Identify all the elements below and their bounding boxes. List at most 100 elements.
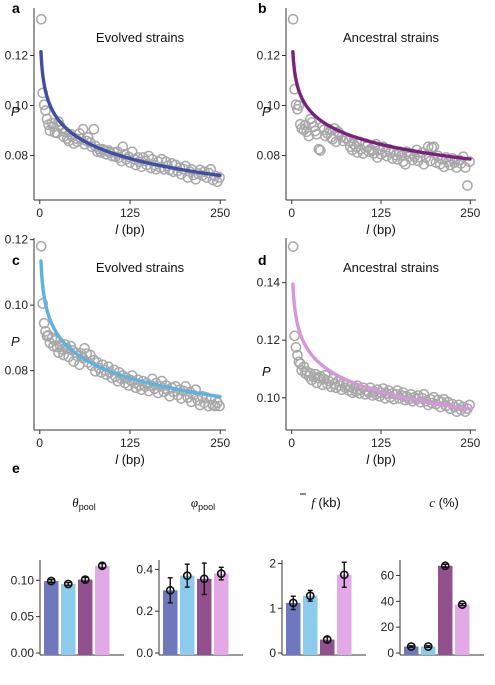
- fit-curve: [39, 50, 222, 178]
- mean-marker: [63, 579, 73, 589]
- bar-chart-title: f (kb): [311, 495, 341, 510]
- y-tick-label: 0.00: [11, 646, 35, 660]
- y-tick-label: 0: [269, 646, 276, 660]
- x-tick-label: 0: [36, 436, 43, 450]
- x-tick-label: 250: [210, 436, 230, 450]
- bar-panel-4: 0 20 40 60 c (%): [381, 495, 484, 660]
- x-axis-label-unit: (bp): [118, 452, 145, 467]
- panel-title: Ancestral strains: [343, 30, 440, 45]
- data-point: [287, 13, 299, 25]
- data-point: [41, 330, 53, 342]
- data-point: [464, 156, 475, 168]
- y-tick-label: 0.10: [257, 99, 281, 113]
- data-point: [123, 380, 134, 391]
- x-tick-label: 250: [210, 206, 230, 220]
- y-axis-label: P: [11, 334, 20, 349]
- panel-letter: b: [258, 0, 267, 16]
- data-point: [314, 145, 326, 156]
- y-tick-label: 0.12: [5, 49, 29, 63]
- data-point: [397, 156, 409, 168]
- x-tick-label: 0: [288, 206, 295, 220]
- scatter-panel-c: c 0.08 0.10 0.12 0 125 250 Pl (bp) Evolved strai…: [5, 233, 231, 467]
- data-point: [299, 367, 311, 379]
- bar-chart-title-var: c: [429, 495, 435, 510]
- data-point: [313, 143, 325, 155]
- y-tick-label: 0.08: [257, 149, 281, 163]
- bar: [61, 583, 76, 655]
- bar: [214, 573, 229, 655]
- x-tick-label: 0: [288, 436, 295, 450]
- x-axis-label-unit: (bp): [369, 452, 396, 467]
- bar: [320, 639, 335, 655]
- bar: [455, 604, 470, 655]
- data-point: [214, 400, 225, 412]
- bar: [95, 565, 110, 655]
- bar-chart-title-unit: (%): [435, 495, 459, 510]
- panel-letter: c: [12, 252, 20, 268]
- data-point: [304, 367, 316, 379]
- bar: [337, 574, 352, 655]
- mean-marker: [46, 576, 56, 586]
- mean-marker: [97, 561, 107, 571]
- data-point: [152, 387, 164, 399]
- data-point: [418, 158, 430, 170]
- data-point: [424, 155, 436, 167]
- x-axis-label-var: l: [115, 452, 119, 467]
- bar-panel-3: 0 1 2 f (kb): [269, 493, 366, 660]
- mean-marker: [80, 575, 90, 585]
- panel-letter: a: [12, 0, 20, 16]
- data-point: [79, 343, 90, 354]
- x-axis-label-unit: (bp): [118, 222, 145, 237]
- data-point: [352, 147, 363, 158]
- bar-chart-title: φpool: [191, 495, 215, 512]
- mean-marker: [288, 598, 298, 608]
- y-tick-label: 2: [269, 557, 276, 571]
- x-tick-label: 0: [36, 206, 43, 220]
- panel-letter: e: [12, 460, 20, 476]
- data-point: [40, 105, 51, 116]
- data-point: [35, 240, 47, 252]
- y-tick-label: 0.08: [5, 364, 29, 378]
- data-point: [38, 317, 50, 329]
- bar: [438, 565, 453, 655]
- y-tick-label: 0.10: [5, 99, 29, 113]
- x-tick-label: 125: [120, 206, 140, 220]
- bar: [44, 581, 59, 655]
- data-point: [428, 141, 440, 153]
- data-point: [77, 123, 89, 135]
- y-tick-label: 0.4: [136, 562, 153, 576]
- fit-curve: [39, 259, 222, 399]
- data-point: [143, 150, 155, 162]
- x-axis-label-unit: (bp): [369, 222, 396, 237]
- y-tick-label: 0.08: [5, 149, 29, 163]
- bar-chart-title-unit: (kb): [315, 495, 341, 510]
- bar-chart-title-var: φ: [191, 495, 198, 510]
- x-axis-label-var: l: [366, 222, 370, 237]
- y-tick-label: 60: [381, 569, 395, 583]
- data-point: [117, 141, 129, 153]
- bar: [303, 595, 318, 655]
- mean-marker: [423, 642, 433, 651]
- x-tick-label: 250: [460, 206, 480, 220]
- mean-marker: [322, 635, 332, 644]
- fit-curve: [291, 282, 472, 411]
- x-axis-label: l (bp): [115, 222, 145, 237]
- scatter-panel-a: a 0.08 0.10 0.12 0 125 250 Pl (bp) Evolved strai…: [5, 0, 231, 237]
- y-tick-label: 20: [381, 620, 395, 634]
- fit-curve: [291, 50, 472, 161]
- data-point: [46, 332, 58, 344]
- y-axis-label: P: [11, 104, 20, 119]
- y-axis-label: P: [262, 364, 271, 379]
- mean-marker: [216, 569, 226, 578]
- bar: [180, 575, 195, 655]
- mean-marker: [440, 561, 450, 571]
- panel-title: Ancestral strains: [343, 260, 440, 275]
- y-tick-label: 0.10: [11, 573, 35, 587]
- mean-marker: [406, 642, 416, 651]
- mean-marker: [305, 591, 315, 601]
- data-point: [289, 330, 300, 342]
- y-tick-label: 0.12: [257, 333, 281, 347]
- bar-chart-title: θpool: [72, 495, 95, 512]
- y-tick-label: 0: [387, 646, 394, 660]
- x-axis-label: l (bp): [115, 452, 145, 467]
